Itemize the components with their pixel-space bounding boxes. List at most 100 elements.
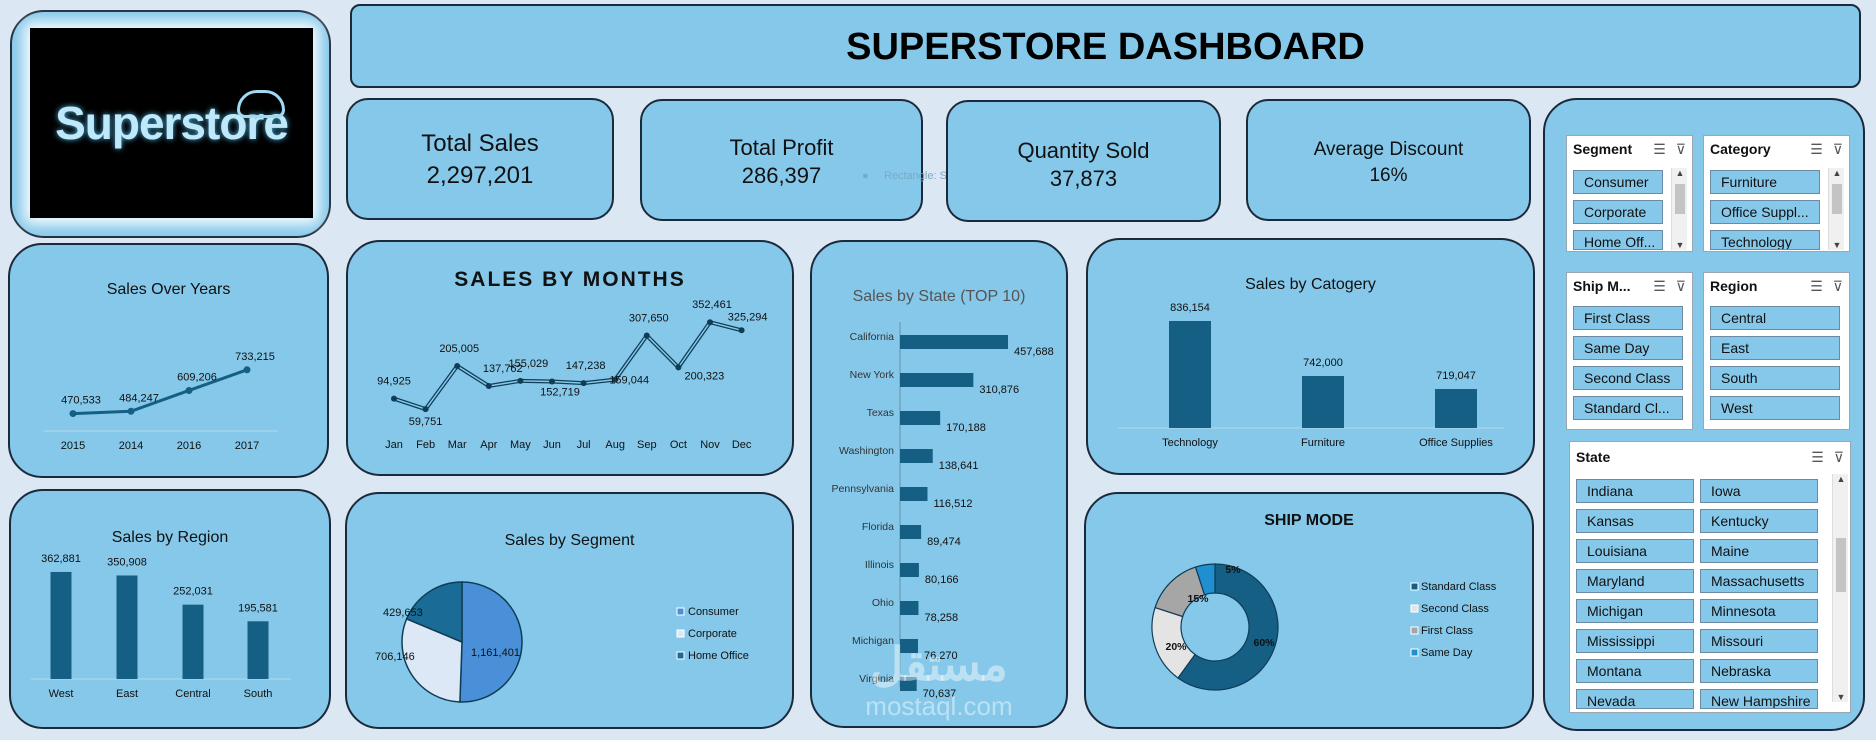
slicer-item[interactable]: Michigan: [1576, 599, 1694, 623]
slicer-item[interactable]: Second Class: [1573, 366, 1683, 390]
multi-select-icon[interactable]: ☰: [1653, 277, 1666, 294]
slicer-title: Category: [1710, 141, 1771, 157]
legend-entry: Same Day: [1421, 647, 1473, 659]
multi-select-icon[interactable]: ☰: [1811, 448, 1824, 465]
series-line: [72, 368, 248, 416]
logo: Superstore: [30, 28, 313, 218]
clear-filter-icon[interactable]: ⊽: [1675, 277, 1686, 294]
tick-label: Furniture: [1301, 437, 1345, 449]
slicer-item[interactable]: Technology: [1710, 230, 1820, 250]
slicer-item[interactable]: Iowa: [1700, 479, 1818, 503]
tick-label: Virginia: [859, 673, 894, 685]
slicer-item[interactable]: Louisiana: [1576, 539, 1694, 563]
kpi-value: 37,873: [1049, 166, 1118, 191]
data-label: 325,294: [728, 311, 768, 323]
slicer-item[interactable]: First Class: [1573, 306, 1683, 330]
slicer-item[interactable]: Massachusetts: [1700, 569, 1818, 593]
sales-by-category-chart: 836,154 Technology 742,000 Furniture 719,047…: [1118, 302, 1504, 449]
data-label: 205,005: [439, 343, 479, 355]
bar: [900, 449, 933, 463]
clear-filter-icon[interactable]: ⊽: [1832, 140, 1843, 157]
tick-label: Jan: [385, 439, 403, 451]
legend-swatch: [1410, 626, 1419, 635]
slicer-item[interactable]: Standard Cl...: [1573, 396, 1683, 420]
data-label: 836,154: [1170, 302, 1210, 314]
tick-label: East: [116, 688, 138, 700]
legend-entry: Second Class: [1421, 603, 1489, 615]
tick-label: Pennsylvania: [832, 483, 895, 495]
slicer-item[interactable]: South: [1710, 366, 1840, 390]
tick-label: Aug: [605, 439, 625, 451]
slicer-item[interactable]: West: [1710, 396, 1840, 420]
clear-filter-icon[interactable]: ⊽: [1833, 448, 1844, 465]
multi-select-icon[interactable]: ☰: [1653, 140, 1666, 157]
logo-cloud-icon: [237, 90, 285, 118]
data-label: 76,270: [924, 650, 958, 662]
slicer-item[interactable]: Minnesota: [1700, 599, 1818, 623]
slicer-item[interactable]: Office Suppl...: [1710, 200, 1820, 224]
slicer-item[interactable]: Nebraska: [1700, 659, 1818, 683]
watermark: مستقل mostaql.com: [865, 638, 1013, 721]
slicer-item[interactable]: Corporate: [1573, 200, 1663, 224]
donut-slice: [1194, 563, 1216, 596]
slicer-item[interactable]: Same Day: [1573, 336, 1683, 360]
data-label: 742,000: [1303, 357, 1343, 369]
scroll-up-icon: ▲: [1832, 168, 1842, 178]
tick-label: West: [49, 688, 74, 700]
kpi-total-profit: Total Profit 286,397: [640, 99, 923, 221]
clear-filter-icon[interactable]: ⊽: [1675, 140, 1686, 157]
bullet-icon: ●: [862, 170, 884, 182]
data-point: [580, 380, 587, 387]
data-point: [485, 382, 492, 389]
clear-filter-icon[interactable]: ⊽: [1832, 277, 1843, 294]
data-label: 252,031: [173, 586, 213, 598]
multi-select-icon[interactable]: ☰: [1810, 140, 1823, 157]
slicer-item[interactable]: Kansas: [1576, 509, 1694, 533]
pie-slice: [401, 617, 463, 703]
slicer-scrollbar[interactable]: ▲ ▼: [1828, 168, 1844, 250]
tick-label: 2015: [61, 440, 85, 452]
sales-by-category-panel: Sales by Catogery 836,154 Technology 742,0…: [1086, 238, 1535, 475]
data-label: 60%: [1253, 637, 1275, 649]
slicer-item[interactable]: Central: [1710, 306, 1840, 330]
data-point: [422, 406, 429, 413]
tick-label: South: [244, 688, 273, 700]
slicer-item[interactable]: Nevada: [1576, 689, 1694, 709]
bar: [1169, 321, 1211, 428]
slicer-item[interactable]: Montana: [1576, 659, 1694, 683]
data-label: 352,461: [692, 299, 732, 311]
bar: [182, 604, 204, 679]
slicer-scrollbar[interactable]: ▲ ▼: [1832, 474, 1848, 702]
data-label: 159,044: [609, 375, 649, 387]
slicer-item[interactable]: Consumer: [1573, 170, 1663, 194]
legend-entry: Home Office: [688, 650, 749, 662]
slicer-item[interactable]: Missouri: [1700, 629, 1818, 653]
data-label: 1,161,401: [471, 647, 520, 659]
legend-swatch: [676, 651, 685, 660]
legend-swatch: [676, 607, 685, 616]
slicer-item[interactable]: Maryland: [1576, 569, 1694, 593]
multi-select-icon[interactable]: ☰: [1810, 277, 1823, 294]
ship-mode-slicer: Ship M... ☰ ⊽ First Class Same Day Second…: [1566, 272, 1693, 430]
data-label: 350,908: [107, 556, 147, 568]
data-label: 362,881: [41, 553, 81, 565]
tick-label: Mar: [448, 439, 467, 451]
slicer-title: Ship M...: [1573, 278, 1631, 294]
data-label: 195,581: [238, 602, 278, 614]
slicer-item[interactable]: Maine: [1700, 539, 1818, 563]
slicer-item[interactable]: Mississippi: [1576, 629, 1694, 653]
slicer-item[interactable]: Home Off...: [1573, 230, 1663, 250]
kpi-label: Quantity Sold: [1017, 138, 1150, 163]
slicer-item[interactable]: Kentucky: [1700, 509, 1818, 533]
sales-by-state-panel: Sales by State (TOP 10) 457,688 Californi…: [810, 240, 1068, 728]
slicer-item[interactable]: Furniture: [1710, 170, 1820, 194]
chart-title: Sales by Segment: [504, 532, 635, 549]
slicer-scrollbar[interactable]: ▲ ▼: [1671, 168, 1687, 250]
slicer-item[interactable]: East: [1710, 336, 1840, 360]
sales-by-segment-chart: 1,161,401 706,146 429,653 Consumer Corporate…: [375, 581, 749, 703]
tick-label: Michigan: [852, 635, 894, 647]
tick-label: Oct: [670, 439, 687, 451]
sales-over-years-chart: 470,533 2015 484,247 2014 609,206 2016 733,215…: [44, 351, 278, 452]
slicer-item[interactable]: New Hampshire: [1700, 689, 1818, 709]
slicer-item[interactable]: Indiana: [1576, 479, 1694, 503]
